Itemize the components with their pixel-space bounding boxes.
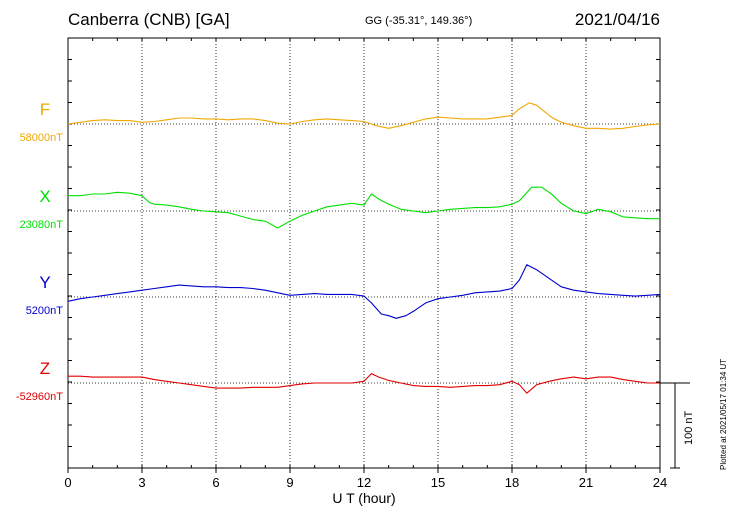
x-tick-label: 0 [64,475,71,490]
x-tick-label: 6 [212,475,219,490]
x-tick-labels: 0 3 6 9 12 15 18 21 24 [64,475,667,490]
series-line-x [68,186,660,229]
x-tick-label: 24 [653,475,667,490]
x-axis-title: U T (hour) [332,490,395,506]
x-tick-label: 12 [357,475,371,490]
scale-bar-label: 100 nT [683,410,695,445]
series-name-x: X [39,187,50,206]
series-baseline-x: 23080nT [20,219,64,231]
date-label: 2021/04/16 [574,10,660,29]
plotted-timestamp: Plotted at 2021/05/17 01:34 UT [719,359,728,470]
series-line-f [67,102,661,130]
scale-bar: 100 nT [660,382,695,469]
series-baseline-f: 58000nT [20,132,64,144]
series-name-z: Z [40,359,50,378]
series: F 58000nT X 23080nT Y 5200nT Z -52960nT [16,100,661,403]
grid [68,38,660,468]
series-line-y [67,264,661,319]
axis-ticks [67,38,661,473]
x-tick-label: 21 [579,475,593,490]
x-tick-label: 18 [505,475,519,490]
station-title: Canberra (CNB) [GA] [68,10,230,29]
series-baseline-z: -52960nT [16,391,63,403]
x-tick-label: 3 [138,475,145,490]
x-tick-label: 9 [286,475,293,490]
plot-frame [67,37,661,469]
series-line-z [68,373,660,394]
coordinates-label: GG (-35.31°, 149.36°) [365,15,473,27]
series-name-y: Y [39,273,50,292]
x-tick-label: 15 [431,475,445,490]
series-baseline-y: 5200nT [26,305,64,317]
series-name-f: F [40,100,50,119]
